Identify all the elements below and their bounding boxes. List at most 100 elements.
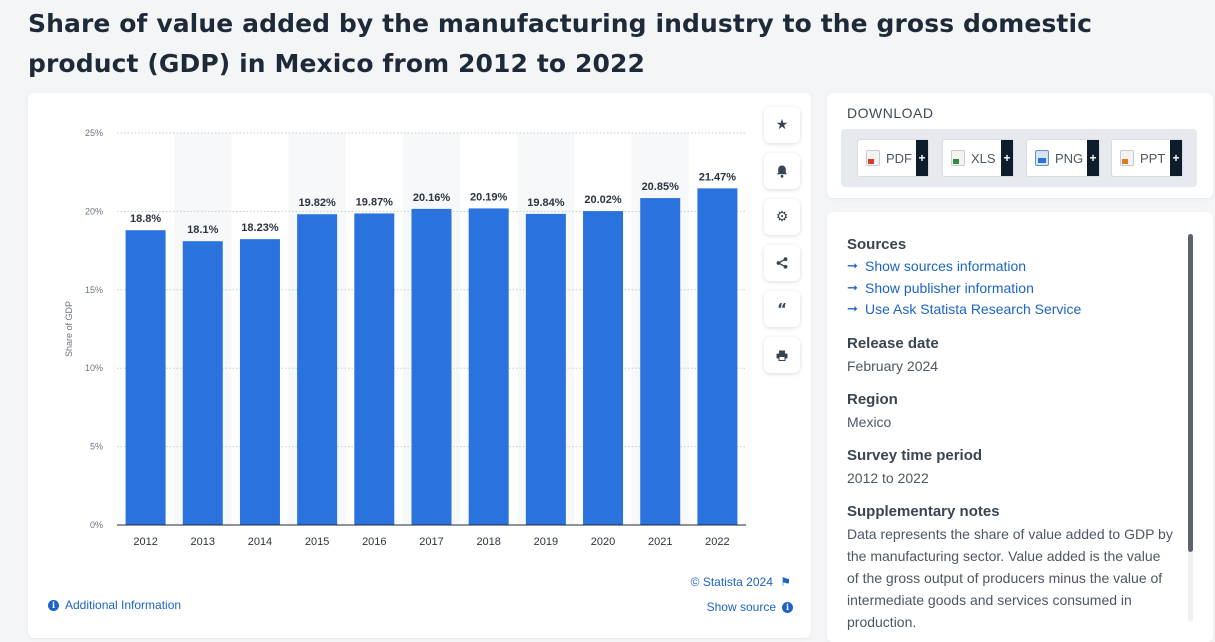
download-xls-label: XLS bbox=[971, 150, 996, 166]
data-label: 18.1% bbox=[187, 224, 218, 236]
x-tick-label: 2012 bbox=[133, 536, 157, 548]
y-tick-label: 20% bbox=[85, 206, 103, 216]
download-button-bar: PDF + XLS + PNG + PPT + bbox=[841, 129, 1197, 187]
x-tick-label: 2018 bbox=[476, 536, 500, 548]
png-file-icon bbox=[1035, 150, 1049, 166]
download-ppt-button[interactable]: PPT + bbox=[1111, 139, 1183, 177]
supplementary-notes-heading: Supplementary notes bbox=[847, 502, 1000, 520]
flag-icon: ⚑ bbox=[780, 575, 791, 589]
chart-card: 0% 5% 10% 15% 20% 25% Share of GDP 18.8% 2012 18.… bbox=[28, 93, 811, 638]
y-tick-label: 15% bbox=[85, 285, 103, 295]
show-sources-link[interactable]: ➞ Show sources information bbox=[847, 256, 1177, 278]
additional-information-text: Additional Information bbox=[65, 598, 182, 612]
bar bbox=[468, 208, 509, 525]
data-label: 20.85% bbox=[642, 181, 680, 193]
survey-period-heading: Survey time period bbox=[847, 446, 983, 464]
supplementary-notes-line: production. bbox=[847, 613, 917, 630]
bar bbox=[297, 214, 338, 525]
favorite-button[interactable]: ★ bbox=[764, 107, 800, 143]
plus-icon: + bbox=[1001, 140, 1013, 176]
show-publisher-link[interactable]: ➞ Show publisher information bbox=[847, 278, 1177, 300]
bar bbox=[125, 230, 166, 525]
show-source-link[interactable]: Show source i bbox=[707, 600, 793, 614]
info-panel: Sources ➞ Show sources information ➞ Sho… bbox=[827, 212, 1213, 642]
x-tick-label: 2016 bbox=[362, 536, 386, 548]
survey-period-value: 2012 to 2022 bbox=[847, 469, 929, 486]
credit-text: © Statista 2024 bbox=[690, 575, 773, 589]
info-icon: i bbox=[48, 599, 59, 611]
show-publisher-text: Show publisher information bbox=[865, 279, 1034, 296]
show-sources-text: Show sources information bbox=[865, 258, 1027, 274]
bar bbox=[525, 213, 566, 525]
data-label: 21.47% bbox=[699, 171, 737, 183]
supplementary-notes-line: of the gross output of producers minus t… bbox=[847, 569, 1163, 586]
download-panel: DOWNLOAD PDF + XLS + PNG + PPT + bbox=[827, 93, 1213, 198]
star-icon: ★ bbox=[775, 117, 789, 133]
print-button[interactable] bbox=[764, 337, 800, 373]
sources-heading: Sources bbox=[847, 236, 907, 253]
download-title: DOWNLOAD bbox=[847, 105, 934, 121]
bar bbox=[182, 241, 223, 525]
bell-icon bbox=[776, 165, 788, 178]
arrow-right-icon: ➞ bbox=[847, 302, 858, 317]
bar bbox=[640, 198, 681, 525]
y-axis-label: Share of GDP bbox=[64, 301, 74, 357]
print-icon bbox=[776, 350, 788, 361]
supplementary-notes-line: intermediate goods and services consumed… bbox=[847, 591, 1132, 608]
plus-icon: + bbox=[916, 140, 928, 176]
info-icon: i bbox=[782, 601, 793, 613]
data-label: 18.8% bbox=[130, 213, 161, 225]
bar bbox=[697, 188, 738, 525]
gear-icon: ⚙ bbox=[775, 209, 789, 225]
show-source-text: Show source bbox=[706, 600, 776, 614]
data-label: 20.02% bbox=[584, 194, 622, 206]
supplementary-notes-line: Data represents the share of value added… bbox=[847, 525, 1173, 542]
bar bbox=[411, 208, 452, 525]
arrow-right-icon: ➞ bbox=[847, 259, 858, 274]
region-value: Mexico bbox=[847, 413, 892, 430]
settings-button[interactable]: ⚙ bbox=[764, 199, 800, 235]
y-tick-label: 25% bbox=[85, 128, 103, 138]
x-tick-label: 2013 bbox=[191, 536, 215, 548]
data-label: 19.84% bbox=[527, 197, 565, 209]
data-label: 19.87% bbox=[356, 196, 394, 208]
data-label: 18.23% bbox=[241, 222, 279, 234]
download-ppt-label: PPT bbox=[1140, 150, 1166, 166]
x-tick-label: 2019 bbox=[534, 536, 558, 548]
data-label: 20.19% bbox=[470, 191, 508, 203]
x-tick-label: 2015 bbox=[305, 536, 329, 548]
download-xls-button[interactable]: XLS + bbox=[942, 139, 1014, 177]
download-png-button[interactable]: PNG + bbox=[1026, 139, 1100, 177]
bar bbox=[583, 211, 624, 525]
release-date-heading: Release date bbox=[847, 334, 939, 352]
x-tick-label: 2020 bbox=[591, 536, 615, 548]
pdf-file-icon bbox=[866, 150, 880, 166]
bar bbox=[239, 239, 280, 525]
x-tick-label: 2017 bbox=[419, 536, 443, 548]
statista-credit[interactable]: © Statista 2024 ⚑ bbox=[691, 575, 791, 589]
page-title: Share of value added by the manufacturin… bbox=[28, 9, 1093, 78]
download-png-label: PNG bbox=[1055, 150, 1084, 166]
y-tick-label: 10% bbox=[85, 363, 103, 373]
additional-information-link[interactable]: i Additional Information bbox=[48, 598, 181, 612]
ppt-file-icon bbox=[1120, 150, 1134, 166]
download-pdf-button[interactable]: PDF + bbox=[857, 139, 929, 177]
bar bbox=[354, 213, 395, 525]
supplementary-notes-line: the manufacturing sector. Value added is… bbox=[847, 547, 1161, 564]
plus-icon: + bbox=[1170, 140, 1182, 176]
x-tick-label: 2021 bbox=[648, 536, 672, 548]
ask-statista-link[interactable]: ➞ Use Ask Statista Research Service bbox=[847, 299, 1177, 321]
share-icon bbox=[776, 257, 788, 269]
share-button[interactable] bbox=[764, 245, 800, 281]
scrollbar-thumb[interactable] bbox=[1188, 234, 1193, 552]
y-tick-label: 0% bbox=[90, 520, 103, 530]
release-date-value: February 2024 bbox=[847, 357, 939, 374]
info-content: Sources ➞ Show sources information ➞ Sho… bbox=[847, 234, 1177, 633]
x-tick-label: 2014 bbox=[248, 536, 272, 548]
quote-icon: “ bbox=[777, 300, 787, 318]
notification-button[interactable] bbox=[764, 153, 800, 189]
bar-chart: 0% 5% 10% 15% 20% 25% Share of GDP 18.8% 2012 18.… bbox=[64, 128, 746, 548]
cite-button[interactable]: “ bbox=[764, 291, 800, 327]
ask-statista-text: Use Ask Statista Research Service bbox=[865, 301, 1082, 317]
x-tick-label: 2022 bbox=[705, 536, 729, 548]
